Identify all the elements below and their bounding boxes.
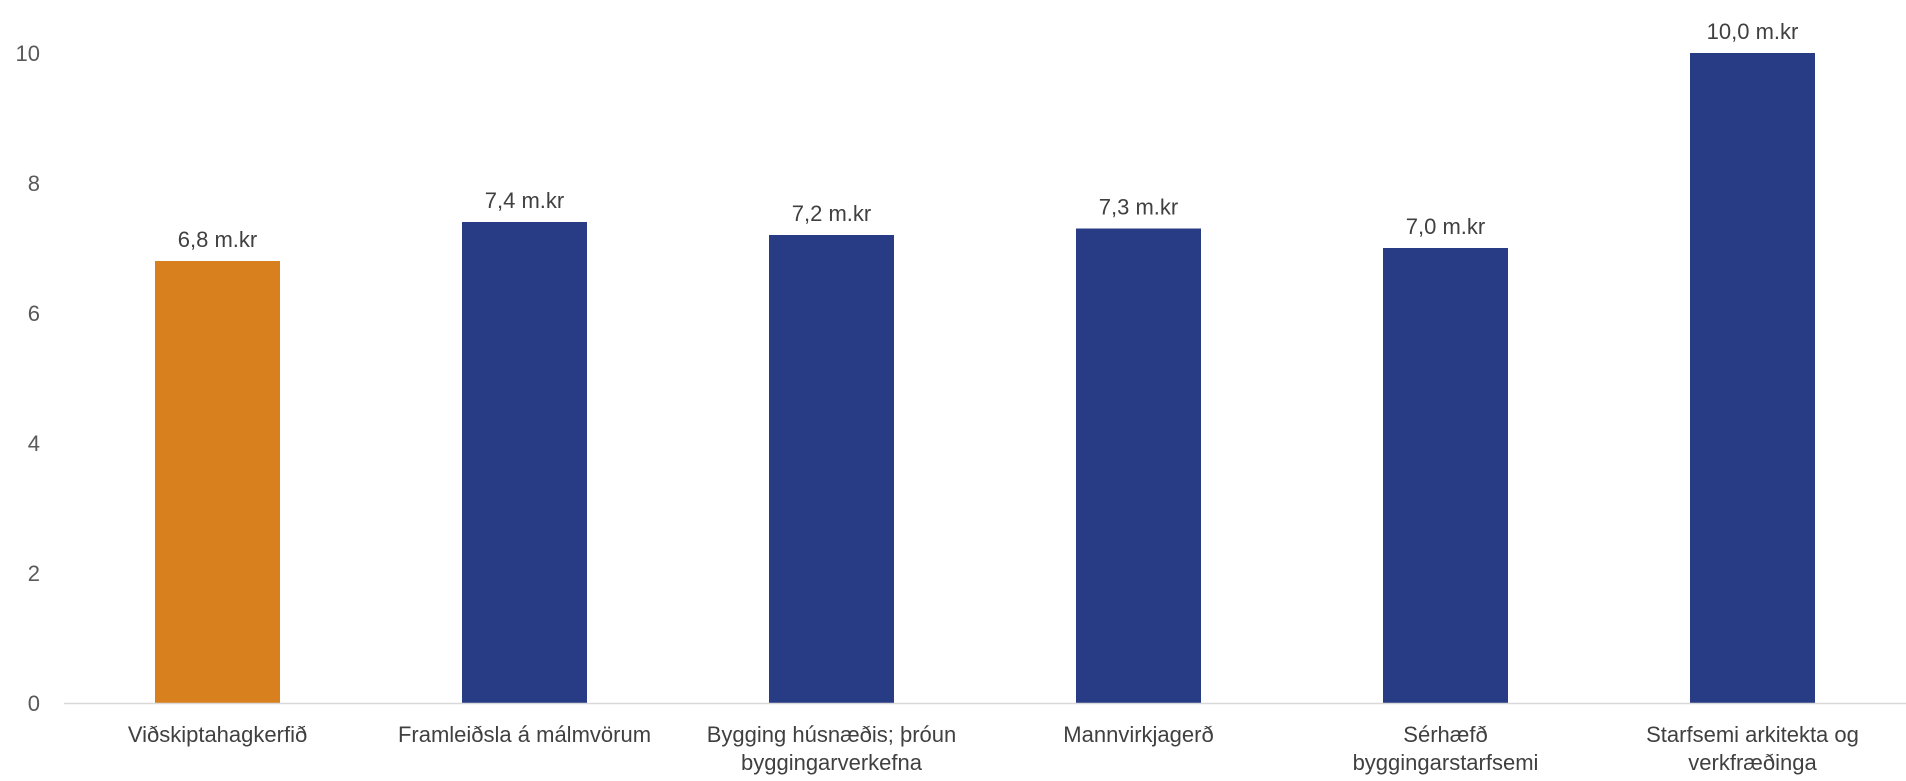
bar — [1076, 228, 1201, 703]
data-label: 7,4 m.kr — [485, 188, 564, 213]
x-tick-label: Starfsemi arkitekta og verkfræðinga — [1646, 722, 1859, 775]
data-label: 7,0 m.kr — [1406, 214, 1485, 239]
y-tick-label: 10 — [16, 41, 40, 66]
x-tick-label: Framleiðsla á málmvörum — [398, 722, 651, 747]
data-label: 7,3 m.kr — [1099, 195, 1178, 220]
data-label: 10,0 m.kr — [1707, 19, 1799, 44]
y-tick-label: 6 — [28, 301, 40, 326]
bar — [155, 261, 280, 703]
x-tick-label: Viðskiptahagkerfið — [128, 722, 307, 747]
category-labels-group: Viðskiptahagkerfið Framleiðsla á málmvöru… — [128, 722, 1859, 775]
bar — [1690, 53, 1815, 703]
y-tick-label: 2 — [28, 561, 40, 586]
data-label: 6,8 m.kr — [178, 227, 257, 252]
bars-group — [155, 53, 1815, 703]
bar — [769, 235, 894, 703]
data-labels-group: 6,8 m.kr 7,4 m.kr 7,2 m.kr 7,3 m.kr 7,0 m.kr… — [178, 19, 1799, 252]
y-tick-label: 0 — [28, 691, 40, 716]
x-tick-label: Bygging húsnæðis; þróun byggingarverkefna — [707, 722, 957, 775]
y-axis-ticks: 0 2 4 6 8 10 — [16, 41, 40, 716]
y-tick-label: 8 — [28, 171, 40, 196]
data-label: 7,2 m.kr — [792, 201, 871, 226]
bar — [462, 222, 587, 703]
x-tick-label: Sérhæfð byggingarstarfsemi — [1353, 722, 1539, 775]
y-tick-label: 4 — [28, 431, 40, 456]
x-tick-label: Mannvirkjagerð — [1063, 722, 1213, 747]
bar — [1383, 248, 1508, 703]
